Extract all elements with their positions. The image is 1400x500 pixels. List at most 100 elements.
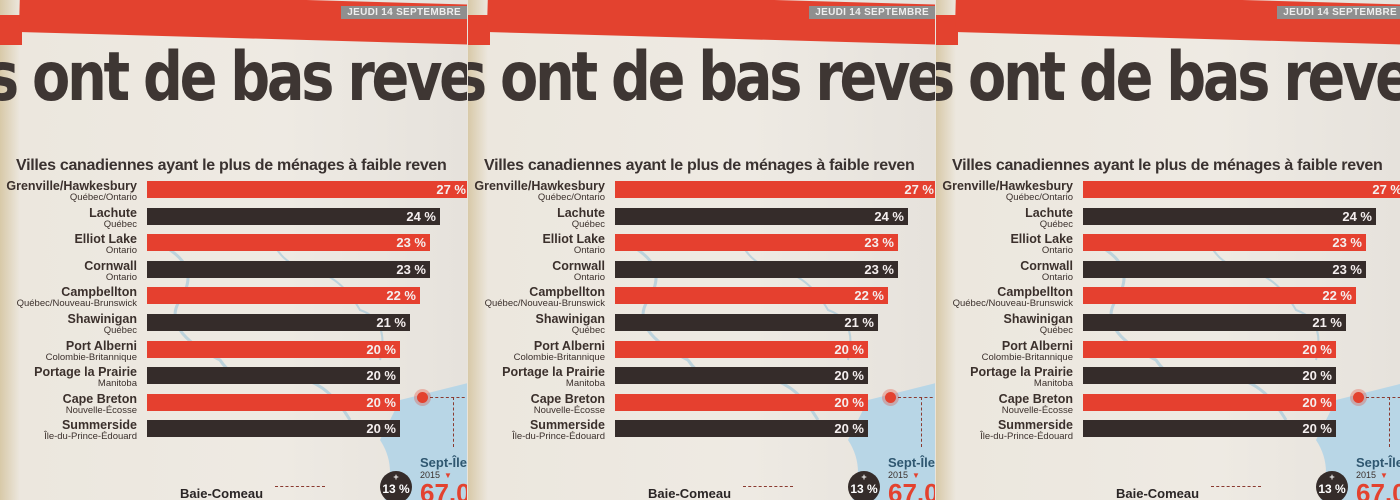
- bar-row: Elliot Lake Ontario 23 %: [468, 232, 935, 261]
- province-label: Québec/Nouveau-Brunswick: [484, 298, 605, 310]
- city-label: Campbellton: [997, 285, 1073, 300]
- province-label: Ontario: [573, 245, 605, 257]
- value-label: 21 %: [844, 315, 874, 330]
- bar-row: Lachute Québec 24 %: [936, 206, 1400, 235]
- city-label: Grenville/Hawkesbury: [942, 179, 1073, 193]
- value-label: 23 %: [864, 235, 894, 251]
- value-label: 23 %: [1332, 235, 1362, 251]
- city-label: Cape Breton: [998, 391, 1073, 406]
- leader-line: [430, 397, 467, 398]
- bar-row: Cornwall Ontario 23 %: [936, 258, 1400, 288]
- city-label: Cornwall: [84, 258, 137, 273]
- bar-row: Shawinigan Québec 21 %: [468, 312, 935, 341]
- value-label: 20 %: [366, 341, 396, 357]
- city-label: Shawinigan: [1003, 312, 1073, 326]
- map-city-label: Sept-Île: [1356, 455, 1400, 470]
- bar-row: Summerside Île-du-Prince-Édouard 20 %: [936, 418, 1400, 447]
- province-label: Ontario: [1041, 245, 1073, 257]
- bar: 20 %: [147, 420, 400, 438]
- bar-row: Campbellton Québec/Nouveau-Brunswick 22 %: [0, 285, 467, 314]
- bar: 20 %: [615, 420, 868, 438]
- map-year: 2015: [420, 470, 441, 480]
- map-city-label: Baie-Comeau: [180, 486, 264, 500]
- province-label: Île-du-Prince-Édouard: [980, 431, 1073, 443]
- value-label: 20 %: [834, 368, 864, 384]
- city-label: Grenville/Hawkesbury: [474, 179, 605, 193]
- province-label: Québec: [1039, 325, 1073, 336]
- province-label: Nouvelle-Écosse: [1001, 404, 1073, 416]
- photo-panel-3: JEUDI 14 SEPTEMBRE s ont de bas reven Vi…: [936, 0, 1400, 500]
- bar-row: Cape Breton Nouvelle-Écosse 20 %: [936, 391, 1400, 421]
- province-label: Ontario: [105, 271, 137, 283]
- value-label: 21 %: [1312, 315, 1342, 330]
- map-big-value: 67,0: [420, 478, 467, 500]
- bar-row: Lachute Québec 24 %: [468, 206, 935, 235]
- badge-value: 13 %: [382, 482, 410, 496]
- value-label: 20 %: [834, 341, 864, 357]
- province-label: Québec/Ontario: [1005, 192, 1073, 203]
- map-year: 2015: [888, 470, 909, 480]
- bar: 23 %: [615, 260, 898, 278]
- bar-row: Shawinigan Québec 21 %: [0, 312, 467, 341]
- province-label: Québec: [103, 218, 137, 230]
- province-label: Nouvelle-Écosse: [533, 404, 605, 416]
- province-label: Québec: [571, 325, 605, 336]
- province-label: Colombie-Britannique: [45, 351, 137, 363]
- photo-panel-1: JEUDI 14 SEPTEMBRE s ont de bas reven Vi…: [0, 0, 467, 500]
- map-city-label: Sept-Île: [888, 455, 935, 470]
- bar: 22 %: [1083, 287, 1356, 305]
- badge-plus: +: [393, 472, 399, 482]
- value-label: 22 %: [386, 288, 416, 304]
- value-label: 27 %: [904, 182, 934, 197]
- bar-row: Grenville/Hawkesbury Québec/Ontario 27 %: [468, 179, 935, 208]
- value-label: 24 %: [1342, 208, 1372, 224]
- value-label: 21 %: [376, 315, 406, 330]
- value-label: 24 %: [406, 208, 436, 224]
- bar-row: Grenville/Hawkesbury Québec/Ontario 27 %: [0, 179, 467, 208]
- photo-panel-2: JEUDI 14 SEPTEMBRE s ont de bas reven Vi…: [468, 0, 935, 500]
- city-label: Lachute: [89, 205, 137, 220]
- city-label: Summerside: [529, 418, 605, 433]
- bar: 20 %: [1083, 340, 1336, 358]
- bar-row: Summerside Île-du-Prince-Édouard 20 %: [468, 418, 935, 447]
- date-label: JEUDI 14 SEPTEMBRE: [341, 6, 467, 19]
- value-label: 27 %: [1372, 182, 1400, 197]
- value-label: 20 %: [1302, 394, 1332, 410]
- value-label: 23 %: [864, 261, 894, 277]
- value-label: 20 %: [834, 421, 864, 437]
- badge-plus: +: [861, 472, 867, 482]
- leader-line: [898, 397, 935, 398]
- city-label: Cornwall: [1020, 258, 1073, 273]
- value-label: 20 %: [1302, 421, 1332, 437]
- province-label: Manitoba: [1033, 378, 1073, 390]
- city-label: Portage la Prairie: [502, 365, 605, 380]
- bar: 27 %: [615, 181, 935, 198]
- bar: 23 %: [615, 234, 898, 252]
- change-badge: + 13 %: [1316, 471, 1348, 500]
- province-label: Québec/Ontario: [537, 192, 605, 203]
- map-big-value: 67,0: [1356, 478, 1400, 500]
- value-label: 20 %: [1302, 368, 1332, 384]
- city-label: Portage la Prairie: [34, 365, 137, 380]
- city-label: Campbellton: [61, 285, 137, 300]
- map-city-label: Sept-Île: [420, 455, 467, 470]
- map-marker: [1353, 392, 1364, 403]
- bar: 20 %: [615, 367, 868, 385]
- bar: 23 %: [1083, 234, 1366, 252]
- city-label: Port Alberni: [1001, 338, 1073, 353]
- bar-row: Shawinigan Québec 21 %: [936, 312, 1400, 341]
- map-city-label: Baie-Comeau: [648, 486, 732, 500]
- city-label: Elliot Lake: [74, 232, 137, 247]
- value-label: 24 %: [874, 208, 904, 224]
- date-label: JEUDI 14 SEPTEMBRE: [1277, 6, 1400, 19]
- city-label: Shawinigan: [535, 312, 605, 326]
- value-label: 20 %: [1302, 341, 1332, 357]
- province-label: Québec/Ontario: [69, 192, 137, 203]
- bar-row: Port Alberni Colombie-Britannique 20 %: [468, 339, 935, 368]
- bar: 20 %: [147, 393, 400, 411]
- headline: s ont de bas reven: [0, 38, 467, 117]
- province-label: Colombie-Britannique: [981, 351, 1073, 363]
- province-label: Île-du-Prince-Édouard: [512, 431, 605, 443]
- bar-row: Port Alberni Colombie-Britannique 20 %: [0, 339, 467, 368]
- city-label: Elliot Lake: [542, 232, 605, 247]
